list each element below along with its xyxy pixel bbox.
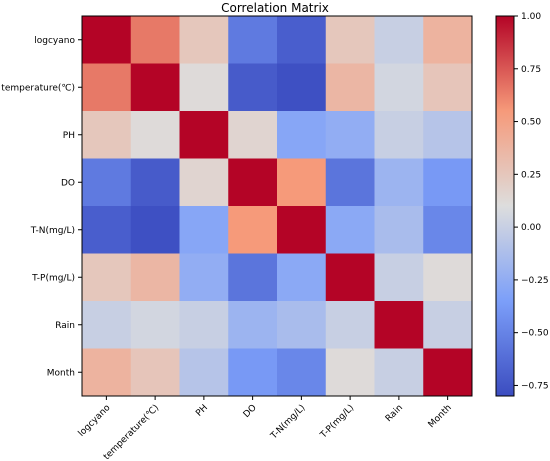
heatmap-cell [325,111,375,159]
heatmap-cell [277,16,327,64]
heatmap-cell [374,206,424,254]
y-tick-label: PH [63,131,75,141]
colorbar-tick-label: 1.00 [521,12,541,22]
heatmap-cell [277,158,327,207]
heatmap-cells [82,16,473,397]
colorbar-tick-label: −0.25 [521,276,549,286]
heatmap-cell [179,301,229,349]
heatmap-cell [374,16,424,64]
heatmap-cell [374,158,424,207]
heatmap-cell [228,348,278,397]
chart-title: Correlation Matrix [221,1,329,15]
y-tick-label: logcyano [34,36,75,46]
colorbar-tick-label: 0.75 [521,65,541,75]
heatmap-cell [82,206,132,254]
y-tick-label: DO [61,178,75,188]
heatmap-cell [179,16,229,64]
heatmap-cell [374,63,424,112]
heatmap-cell [325,158,375,207]
heatmap-cell [423,206,473,254]
heatmap-cell [228,206,278,254]
heatmap-cell [423,63,473,112]
heatmap-cell [130,111,180,159]
heatmap-cell [228,16,278,64]
x-tick-label: logcyano [77,403,113,439]
heatmap-cell [277,348,327,397]
heatmap-cell [130,16,180,64]
heatmap-cell [179,253,229,302]
y-tick-label: temperature(℃) [1,83,75,93]
heatmap-cell [130,158,180,207]
heatmap-cell [130,301,180,349]
heatmap-cell [82,16,132,64]
heatmap-cell [423,301,473,349]
heatmap-cell [179,348,229,397]
heatmap-cell [179,111,229,159]
heatmap-cell [325,206,375,254]
colorbar-ticks: 1.00 0.75 0.50 0.25 0.00 −0.25 −0.50 −0.75 [514,12,549,391]
heatmap-frame [81,15,473,397]
heatmap-cell [277,111,327,159]
y-axis-ticks: logcyano temperature(℃) PH DO T-N(mg/L) T-P(m… [1,36,82,378]
heatmap-cell [82,111,132,159]
x-tick-label: DO [242,403,259,420]
heatmap-cell [423,158,473,207]
heatmap-cell [325,348,375,397]
y-tick-label: T-P(mg/L) [31,273,75,283]
heatmap-cell [228,111,278,159]
heatmap-cell [277,206,327,254]
heatmap-cell [423,16,473,64]
heatmap-cell [130,253,180,302]
colorbar-tick-label: −0.50 [521,329,549,339]
heatmap-cell [82,301,132,349]
heatmap-cell [130,63,180,112]
heatmap-cell [277,253,327,302]
heatmap-cell [374,111,424,159]
heatmap-cell [228,63,278,112]
heatmap-cell [423,253,473,302]
heatmap-cell [130,348,180,397]
heatmap-cell [325,301,375,349]
colorbar-tick-label: 0.00 [521,223,541,233]
heatmap-cell [130,206,180,254]
heatmap-cell [423,348,473,397]
heatmap-cell [82,253,132,302]
x-tick-label: temperature(℃) [102,403,161,461]
x-tick-label: PH [194,403,210,419]
colorbar-tick-label: 0.50 [521,118,541,128]
heatmap-cell [423,111,473,159]
heatmap-cell [82,63,132,112]
heatmap-cell [374,301,424,349]
y-tick-label: Rain [55,321,75,331]
colorbar-tick-label: 0.25 [521,170,541,180]
heatmap-cell [179,63,229,112]
x-tick-label: T-P(mg/L) [318,403,356,441]
heatmap-cell [277,63,327,112]
heatmap-cell [179,206,229,254]
colorbar [495,15,515,397]
x-tick-label: Month [427,403,454,430]
heatmap-cell [179,158,229,207]
colorbar-tick-label: −0.75 [521,381,549,391]
heatmap-cell [374,253,424,302]
x-tick-label: T-N(mg/L) [268,403,307,442]
heatmap-cell [228,301,278,349]
heatmap-cell [325,253,375,302]
x-tick-label: Rain [384,403,405,424]
heatmap-cell [228,253,278,302]
y-tick-label: T-N(mg/L) [30,226,75,236]
heatmap-cell [82,348,132,397]
y-tick-label: Month [47,368,75,378]
heatmap-cell [325,63,375,112]
heatmap-cell [228,158,278,207]
heatmap-cell [325,16,375,64]
heatmap-cell [277,301,327,349]
heatmap-cell [374,348,424,397]
heatmap-cell [82,158,132,207]
